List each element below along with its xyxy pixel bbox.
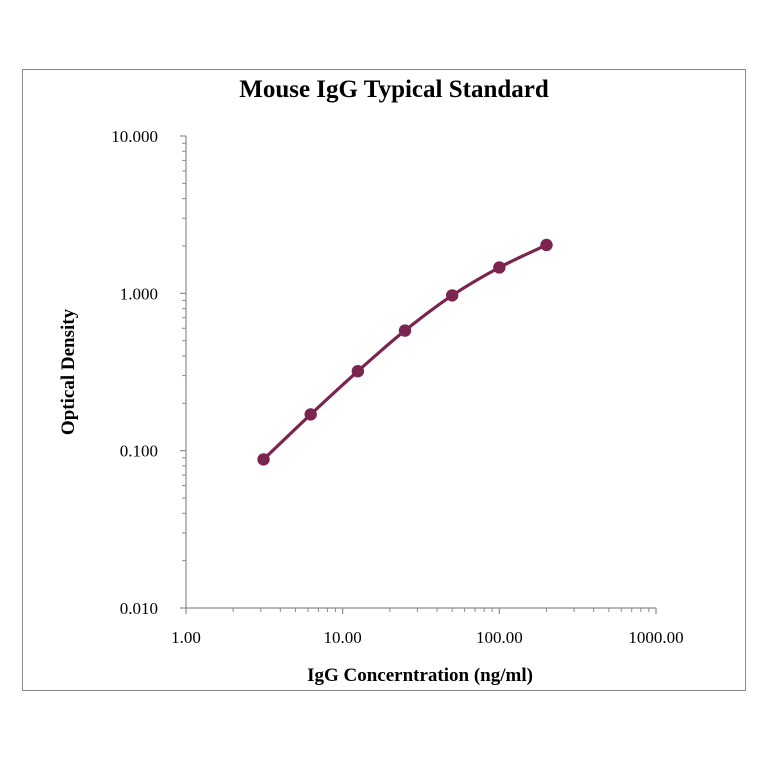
data-point xyxy=(352,365,364,377)
y-tick-label: 1.000 xyxy=(120,284,158,303)
data-point xyxy=(399,324,411,336)
x-tick-label: 100.00 xyxy=(476,628,523,647)
chart-title: Mouse IgG Typical Standard xyxy=(239,76,549,103)
series-line xyxy=(264,245,547,459)
y-tick-label: 10.000 xyxy=(111,127,158,146)
x-tick-label: 10.00 xyxy=(324,628,362,647)
y-tick-label: 0.010 xyxy=(120,599,158,618)
x-tick-label: 1000.00 xyxy=(628,628,683,647)
data-point xyxy=(257,453,269,465)
data-point xyxy=(304,408,316,420)
x-tick-label: 1.00 xyxy=(171,628,201,647)
tick-labels: 1.00 10.00 100.00 1000.00 0.010 0.100 1.000 10.… xyxy=(111,127,683,647)
x-axis-title: IgG Concerntration (ng/ml) xyxy=(307,665,533,686)
series xyxy=(257,239,552,466)
axes xyxy=(180,136,656,614)
data-point xyxy=(446,289,458,301)
y-axis-title: Optical Density xyxy=(58,308,79,435)
data-point xyxy=(540,239,552,251)
data-point xyxy=(493,261,505,273)
y-tick-label: 0.100 xyxy=(120,442,158,461)
